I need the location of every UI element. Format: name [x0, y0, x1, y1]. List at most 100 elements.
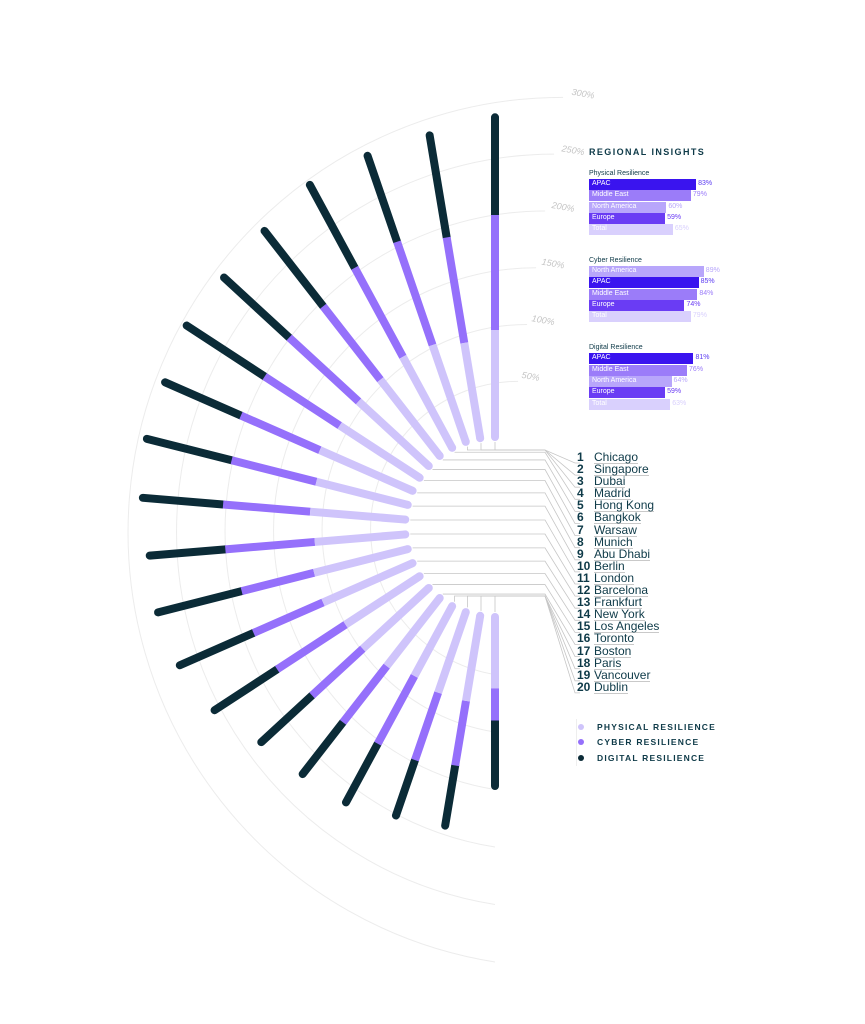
city-list-item: 1 Chicago [577, 450, 659, 464]
panel-title: REGIONAL INSIGHTS [589, 147, 706, 157]
insight-row: Europe 74% [589, 300, 729, 312]
digital-segment [363, 151, 402, 246]
digital-segment [298, 718, 347, 779]
city-rank: 11 [577, 570, 590, 585]
cyber-segment [320, 303, 384, 383]
digital-segment [441, 761, 460, 830]
grid-ring [127, 96, 564, 963]
region-label: North America [592, 202, 637, 210]
leader-line [442, 593, 580, 645]
physical-segment [318, 446, 415, 495]
city-rank: 7 [577, 522, 584, 537]
region-label: Middle East [592, 365, 629, 373]
bar-inner-cap [461, 437, 470, 446]
bar-group [260, 226, 444, 460]
bar-inner-cap [401, 530, 410, 539]
insight-row: Europe 59% [589, 212, 729, 224]
physical-segment [309, 507, 406, 524]
cyber-segment [274, 621, 348, 673]
legend-dot-icon [578, 723, 584, 730]
bar-group [161, 378, 417, 495]
physical-segment [314, 530, 406, 546]
cyber-segment [393, 240, 437, 347]
leader-line [410, 533, 580, 585]
region-label: APAC [592, 180, 611, 187]
city-rank: 2 [577, 462, 584, 477]
bar-inner-cap [435, 451, 444, 460]
insight-row: APAC 83% [589, 179, 729, 190]
city-list-item: 6 Bangkok [577, 510, 659, 525]
insight-row: Total 65% [589, 224, 729, 236]
insight-bar: North America [589, 375, 672, 387]
bar-group [182, 321, 424, 482]
insight-bar: Middle East [589, 364, 688, 376]
region-value: 81% [695, 354, 710, 362]
physical-segment [337, 422, 422, 482]
city-name: Chicago [594, 450, 639, 464]
insight-row: North America 64% [589, 375, 729, 387]
city-rank: 1 [577, 450, 584, 464]
insight-bar: Total [589, 311, 691, 323]
city-name: Frankfurt [594, 595, 643, 610]
city-rank: 15 [577, 619, 591, 634]
bar-group [491, 613, 499, 791]
city-list-item: 13 Frankfurt [577, 595, 659, 610]
cyber-segment [442, 236, 469, 344]
city-name: Bangkok [594, 510, 641, 525]
bar-inner-cap [491, 613, 499, 621]
insight-bar: North America [589, 266, 704, 278]
insight-row: APAC 85% [589, 277, 729, 289]
bar-group [391, 608, 470, 820]
city-list-item: 3 Dubai [577, 475, 659, 489]
legend-dot-icon [578, 739, 584, 746]
insight-row: North America 60% [589, 201, 729, 213]
region-label: Europe [592, 301, 615, 309]
cyber-segment [309, 645, 366, 699]
region-value: 76% [689, 365, 704, 373]
bar-inner-cap [476, 434, 485, 443]
bar-group [210, 572, 424, 715]
bar-group [154, 545, 412, 617]
city-name: Boston [594, 643, 632, 658]
city-name: Singapore [594, 462, 649, 477]
city-rank: 12 [577, 583, 591, 598]
insight-bar: APAC [589, 277, 699, 289]
digital-segment [175, 628, 258, 670]
radial-tick-labels: 50% 100% 150% 200% 250% 300% [521, 87, 595, 383]
insight-row: North America 89% [589, 266, 729, 278]
region-label: North America [592, 267, 637, 275]
cyber-segment [286, 334, 362, 405]
legend-item: CYBER RESILIENCE [577, 735, 716, 751]
bar-inner-cap [401, 515, 410, 524]
region-value: 63% [672, 399, 687, 407]
physical-segment [410, 604, 456, 678]
leader-line [454, 451, 580, 500]
insight-row: Middle East 84% [589, 288, 729, 300]
bar-group [425, 131, 485, 443]
physical-segment [315, 477, 409, 509]
bar-inner-cap [424, 583, 433, 592]
city-list-item: 20 Dublin [577, 681, 659, 694]
bar-inner-cap [448, 443, 457, 452]
insight-bar: Middle East [589, 190, 691, 202]
insight-group-title: Digital Resilience [589, 344, 643, 352]
digital-segment [182, 321, 269, 381]
cyber-segment [351, 265, 407, 359]
region-value: 60% [668, 202, 683, 210]
cyber-segment [411, 691, 442, 762]
bar-inner-cap [491, 433, 499, 441]
city-list-item: 18 Paris [577, 657, 659, 670]
city-rank: 14 [577, 607, 591, 622]
region-label: Europe [592, 388, 615, 396]
physical-segment [377, 377, 443, 459]
city-rank: 16 [577, 631, 591, 646]
bar-inner-cap [408, 486, 417, 495]
region-label: APAC [592, 278, 611, 286]
bar-inner-cap [403, 545, 412, 554]
bar-inner-cap [461, 608, 470, 617]
city-list-item: 17 Boston [577, 643, 659, 658]
bar-inner-cap [435, 594, 444, 603]
city-list-item: 16 Toronto [577, 631, 659, 646]
digital-segment [145, 545, 230, 560]
region-value: 65% [674, 225, 689, 233]
